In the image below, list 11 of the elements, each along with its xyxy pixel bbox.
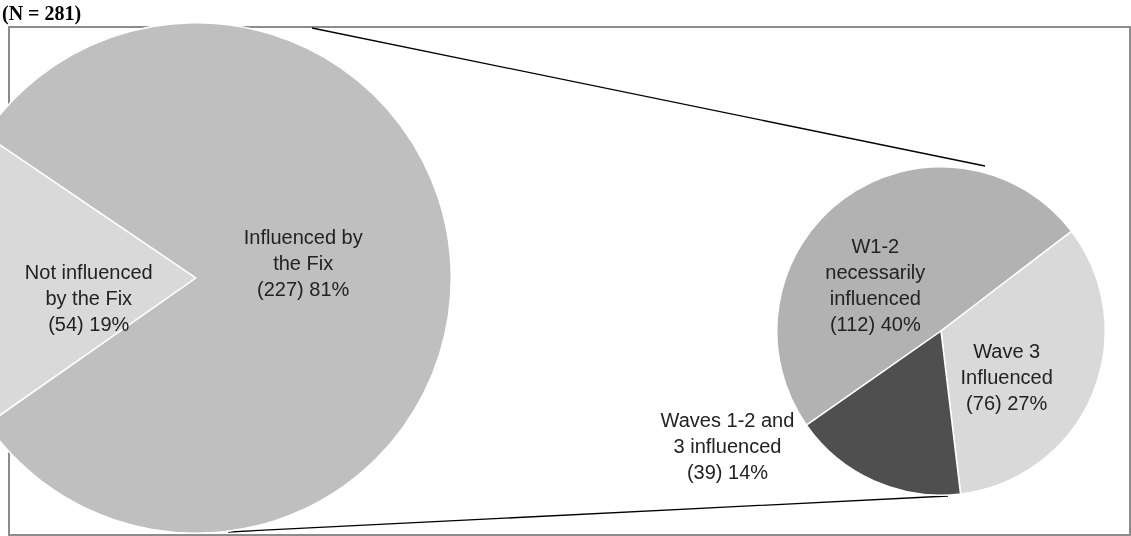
data-label: (227) 81%: [257, 277, 350, 300]
slice-label: Not influenced by the Fix: [24, 261, 153, 310]
data-label: (112) 40%: [829, 313, 921, 335]
slice-label: Wave 3 Influenced: [960, 339, 1053, 388]
chart-title: (N = 281): [2, 2, 82, 25]
slice-label: W1-2 necessarily influenced: [825, 235, 926, 309]
slice-label: Waves 1-2 and 3 influenced: [660, 408, 795, 457]
data-label: (76) 27%: [966, 391, 1048, 414]
slice-label: Influenced by the Fix: [243, 225, 363, 274]
data-label: (54) 19%: [48, 313, 130, 336]
data-label: (39) 14%: [686, 460, 769, 483]
